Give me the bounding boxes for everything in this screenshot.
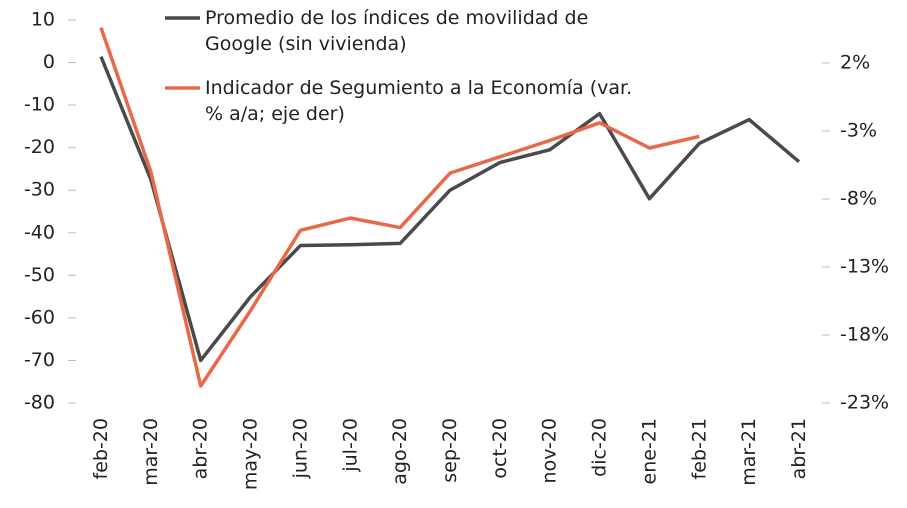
y2-tick-label: -23%: [840, 392, 889, 414]
y-tick-label: -20: [24, 136, 55, 158]
x-tick-label: may-20: [240, 418, 262, 490]
y2-tick-label: -3%: [840, 119, 877, 141]
x-tick-label: mar-20: [140, 418, 162, 486]
x-tick-label: oct-20: [489, 418, 511, 479]
y2-tick-label: -13%: [840, 255, 889, 277]
y2-tick-label: 2%: [840, 51, 870, 73]
y-tick-label: 10: [31, 9, 55, 31]
y-tick-label: -40: [24, 221, 55, 243]
x-tick-label: ago-20: [389, 418, 411, 485]
y-tick-label: -60: [24, 306, 55, 328]
y-tick-label: -30: [24, 179, 55, 201]
y-tick-label: -10: [24, 94, 55, 116]
series-line: [99, 55, 801, 363]
y2-tick-label: -18%: [840, 323, 889, 345]
x-tick-label: dic-20: [589, 418, 611, 477]
x-tick-label: ene-21: [638, 418, 660, 484]
y-tick-label: -50: [24, 264, 55, 286]
y-tick-label: -80: [24, 392, 55, 414]
x-tick-label: nov-20: [539, 418, 561, 483]
x-tick-label: jul-20: [339, 418, 361, 473]
x-tick-label: abr-20: [190, 418, 212, 479]
legend-label: Promedio de los índices de movilidad de …: [205, 7, 589, 55]
x-tick-label: feb-20: [90, 418, 112, 479]
x-tick-label: mar-21: [738, 418, 760, 486]
y-tick-label: 0: [43, 51, 55, 73]
x-tick-label: abr-21: [788, 418, 810, 479]
y-tick-label: -70: [24, 349, 55, 371]
x-tick-label: sep-20: [439, 418, 461, 483]
y2-tick-label: -8%: [840, 187, 877, 209]
series-line: [99, 27, 700, 388]
x-tick-label: jun-20: [289, 418, 311, 479]
x-tick-label: feb-21: [688, 418, 710, 479]
legend-label: Indicador de Segumiento a la Economía (v…: [205, 77, 633, 125]
